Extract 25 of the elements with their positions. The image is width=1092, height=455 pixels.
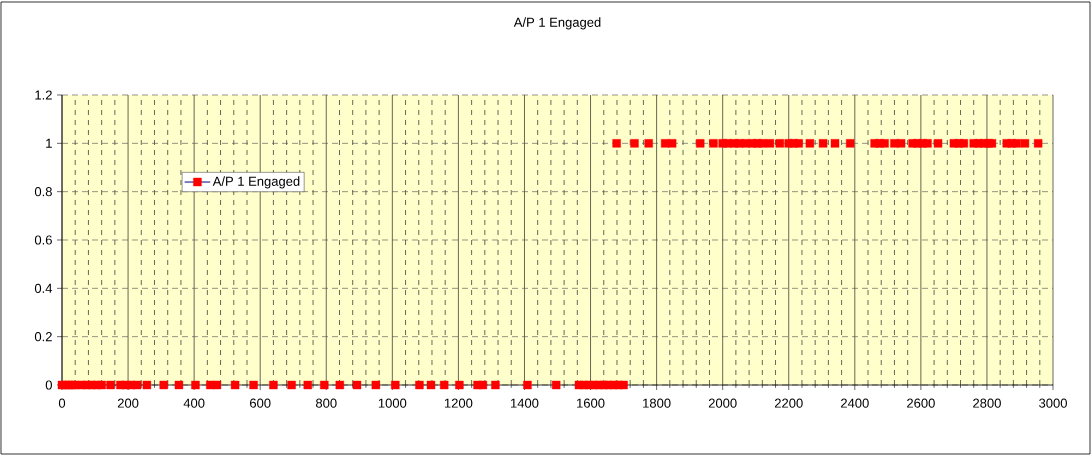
x-tick-label: 2000 [708,398,737,408]
x-tick-label: 1800 [643,398,671,408]
y-tick-label: 0.8 [34,187,52,197]
y-tick-label: 1.2 [35,90,52,100]
x-tick-label: 0 [58,398,66,408]
x-tick-label: 1200 [444,398,473,408]
x-tick-label: 2600 [907,398,935,408]
x-tick-label: 1400 [511,398,539,408]
x-tick-label: 1600 [577,398,605,408]
y-tick-label: 0.4 [34,283,53,293]
x-tick-label: 2800 [973,398,1001,408]
y-tick-label: 0.6 [34,235,52,245]
legend-label: A/P 1 Engaged [212,176,300,189]
y-tick-label: 0 [45,380,52,390]
x-tick-label: 1000 [378,398,407,408]
x-tick-label: 2200 [774,398,803,408]
x-tick-label: 400 [183,398,205,408]
x-tick-label: 800 [315,398,337,408]
x-tick-label: 2400 [841,398,869,408]
x-tick-label: 200 [117,398,139,408]
y-tick-label: 0.2 [34,332,52,342]
y-tick-label: 1 [46,138,52,148]
x-tick-label: 600 [250,398,271,408]
x-tick-label: 3000 [1039,398,1067,408]
chart-title: A/P 1 Engaged [513,17,601,30]
